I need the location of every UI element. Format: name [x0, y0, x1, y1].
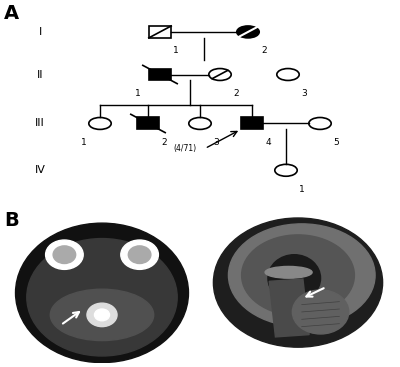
Ellipse shape	[50, 289, 154, 341]
Circle shape	[309, 117, 331, 130]
Text: 2: 2	[261, 46, 267, 55]
Ellipse shape	[265, 266, 312, 278]
Ellipse shape	[214, 218, 383, 347]
Text: 4: 4	[265, 138, 271, 147]
Circle shape	[53, 246, 76, 264]
Bar	[269, 279, 309, 337]
Circle shape	[128, 246, 151, 264]
Text: 2: 2	[212, 225, 220, 238]
Text: (4/71): (4/71)	[174, 144, 197, 153]
Ellipse shape	[228, 224, 375, 327]
Bar	[149, 69, 171, 80]
Text: 1: 1	[173, 46, 179, 55]
Text: A: A	[4, 4, 19, 23]
Text: B: B	[5, 211, 19, 230]
Ellipse shape	[268, 255, 320, 302]
Circle shape	[209, 69, 231, 80]
Bar	[241, 117, 263, 130]
Bar	[137, 117, 159, 130]
Text: III: III	[35, 119, 45, 128]
Text: 1: 1	[135, 89, 141, 98]
Text: 5: 5	[333, 138, 339, 147]
Text: 2: 2	[161, 138, 167, 147]
Ellipse shape	[27, 239, 177, 356]
Circle shape	[121, 240, 158, 269]
Circle shape	[89, 117, 111, 130]
Bar	[149, 26, 171, 38]
Circle shape	[94, 309, 110, 321]
Circle shape	[237, 26, 259, 38]
Circle shape	[275, 164, 297, 176]
Ellipse shape	[292, 290, 349, 334]
Circle shape	[277, 69, 299, 80]
Text: 1: 1	[16, 225, 24, 238]
Text: II: II	[37, 69, 43, 80]
Text: 1: 1	[299, 185, 305, 194]
Ellipse shape	[242, 235, 354, 316]
Circle shape	[189, 117, 211, 130]
Text: 2: 2	[233, 89, 239, 98]
Circle shape	[46, 240, 83, 269]
Circle shape	[87, 303, 117, 327]
Text: 3: 3	[301, 89, 307, 98]
Ellipse shape	[16, 223, 188, 363]
Text: 3: 3	[213, 138, 219, 147]
Text: I: I	[38, 27, 42, 37]
Text: IV: IV	[34, 165, 46, 175]
Text: 1: 1	[81, 138, 87, 147]
